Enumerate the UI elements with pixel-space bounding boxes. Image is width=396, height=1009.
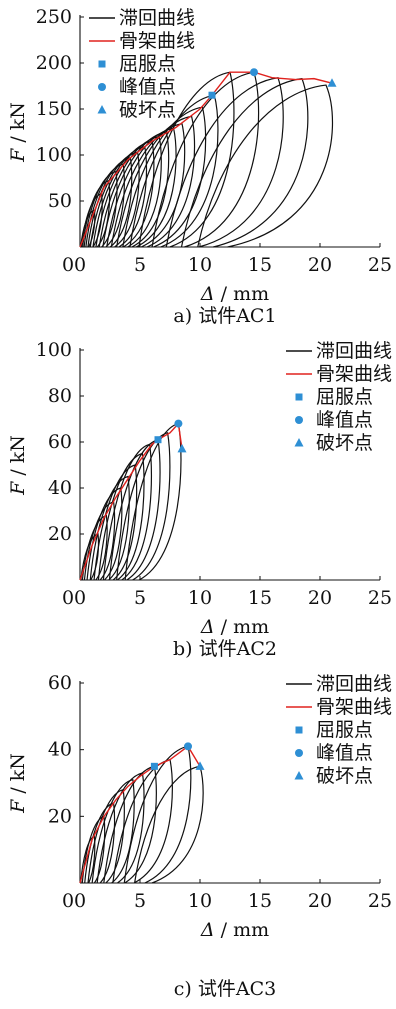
yield-point-marker <box>208 91 216 99</box>
y-tick-label: 40 <box>48 739 72 761</box>
legend-swatch-peak <box>295 749 303 757</box>
hysteresis-loops <box>80 745 204 884</box>
legend-label-hysteresis: 滞回曲线 <box>316 340 392 362</box>
failure-point-marker <box>195 761 205 770</box>
y-tick-label: 80 <box>48 385 72 407</box>
x-tick-label: 5 <box>134 890 146 912</box>
legend-swatch-yield <box>295 393 303 401</box>
y-tick-label: 20 <box>48 805 72 827</box>
legend-label-yield: 屈服点 <box>316 719 373 741</box>
y-axis-title: F / kN <box>7 435 29 496</box>
legend-swatch-yield <box>295 726 303 734</box>
x-tick-label: 25 <box>368 254 392 276</box>
x-tick-label: 0 <box>62 254 74 276</box>
legend-swatch-yield <box>98 60 106 68</box>
x-tick-label: 0 <box>62 890 74 912</box>
y-tick-label: 200 <box>36 52 72 74</box>
x-tick-label: 0 <box>62 587 74 609</box>
skeleton-curve <box>79 745 201 884</box>
y-tick-label: 150 <box>36 98 72 120</box>
y-tick-label: 40 <box>48 477 72 499</box>
hysteresis-loop <box>110 123 186 248</box>
chart-caption: a) 试件AC1 <box>173 305 276 327</box>
legend-label-peak: 峰值点 <box>316 409 373 431</box>
yield-point-marker <box>154 436 162 444</box>
x-axis-title: Δ / mm <box>200 283 269 305</box>
hysteresis-loop <box>91 778 135 884</box>
chart-caption: c) 试件AC3 <box>174 978 276 1000</box>
hysteresis-loop <box>116 432 171 581</box>
chart-panel-2: 0 5 10 15 20 25 0 20 40 60 80 100 Δ / mm F / kN 滞回曲线骨架… <box>7 339 392 660</box>
x-tick-label: 10 <box>188 254 212 276</box>
legend-label-skeleton: 骨架曲线 <box>316 363 392 385</box>
y-tick-label: 250 <box>36 6 72 28</box>
legend-swatch-failure <box>294 771 304 780</box>
hysteresis-loop <box>116 115 196 248</box>
x-tick-label: 5 <box>134 254 146 276</box>
legend-label-failure: 破坏点 <box>316 765 373 787</box>
hysteresis-loops <box>80 422 182 581</box>
x-tick-label: 25 <box>368 890 392 912</box>
x-tick-label: 20 <box>308 890 332 912</box>
legend-swatch-peak <box>98 83 106 91</box>
legend-label-peak: 峰值点 <box>316 742 373 764</box>
x-tick-label: 20 <box>308 254 332 276</box>
legend-label-hysteresis: 滞回曲线 <box>316 673 392 695</box>
legend-label-yield: 屈服点 <box>316 386 373 408</box>
hysteresis-loop <box>81 514 108 581</box>
chart-panel-3: 0 5 10 15 20 25 0 20 40 60 Δ / mm F / kN 滞回曲线骨架曲线屈服点… <box>7 672 392 1000</box>
y-tick-label: 20 <box>48 523 72 545</box>
legend-label-failure: 破坏点 <box>316 432 373 454</box>
legend-label-peak: 峰值点 <box>119 76 176 98</box>
x-tick-label: 0 <box>74 254 86 276</box>
failure-point-marker <box>327 78 337 87</box>
legend-label-skeleton: 骨架曲线 <box>316 696 392 718</box>
x-tick-label: 15 <box>248 587 272 609</box>
x-tick-label: 0 <box>74 587 86 609</box>
y-axis-title: F / kN <box>7 102 29 163</box>
skeleton-curve <box>79 71 333 248</box>
x-tick-label: 15 <box>248 254 272 276</box>
legend-label-failure: 破坏点 <box>119 99 176 121</box>
legend-swatch-failure <box>294 438 304 447</box>
peak-point-marker <box>184 742 192 751</box>
legend-label-skeleton: 骨架曲线 <box>119 30 195 52</box>
x-axis-title: Δ / mm <box>200 919 269 941</box>
failure-point-marker <box>177 443 187 453</box>
x-axis-title: Δ / mm <box>200 616 269 638</box>
y-tick-label: 60 <box>48 672 72 694</box>
legend-swatch-failure <box>97 105 107 114</box>
legend-swatch-peak <box>295 416 303 424</box>
x-tick-label: 15 <box>248 890 272 912</box>
y-tick-label: 50 <box>48 190 72 212</box>
peak-point-marker <box>174 419 183 428</box>
x-tick-label: 25 <box>368 587 392 609</box>
legend-label-hysteresis: 滞回曲线 <box>119 7 195 29</box>
peak-point-marker <box>250 68 258 77</box>
x-tick-label: 10 <box>188 587 212 609</box>
hysteresis-loop <box>197 84 334 248</box>
y-tick-label: 100 <box>36 339 72 361</box>
y-axis-title: F / kN <box>7 753 29 814</box>
chart-caption: b) 试件AC2 <box>173 638 277 660</box>
yield-point-marker <box>150 762 158 770</box>
y-tick-label: 100 <box>36 144 72 166</box>
x-tick-label: 20 <box>308 587 332 609</box>
x-tick-label: 10 <box>188 890 212 912</box>
x-tick-label: 0 <box>74 890 86 912</box>
y-tick-label: 60 <box>48 431 72 453</box>
skeleton-curve <box>79 422 183 581</box>
legend-label-yield: 屈服点 <box>119 53 176 75</box>
x-tick-label: 5 <box>134 587 146 609</box>
